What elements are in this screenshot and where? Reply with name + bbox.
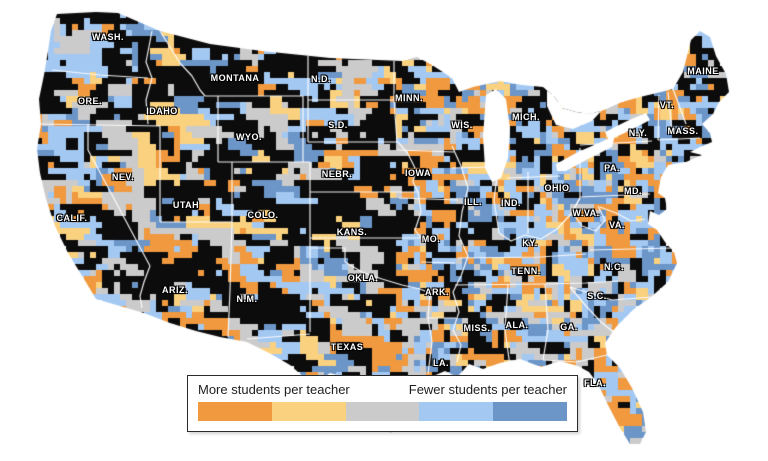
legend: More students per teacher Fewer students… — [187, 375, 578, 432]
legend-swatch-5 — [493, 402, 567, 421]
legend-swatch-4 — [419, 402, 494, 421]
legend-swatch-1 — [198, 402, 272, 421]
legend-labels-row: More students per teacher Fewer students… — [198, 383, 567, 396]
legend-color-scale — [198, 402, 567, 421]
legend-swatch-2 — [271, 402, 346, 421]
legend-swatch-3 — [345, 402, 420, 421]
legend-label-fewer-students: Fewer students per teacher — [408, 382, 567, 397]
legend-label-more-students: More students per teacher — [198, 382, 350, 397]
